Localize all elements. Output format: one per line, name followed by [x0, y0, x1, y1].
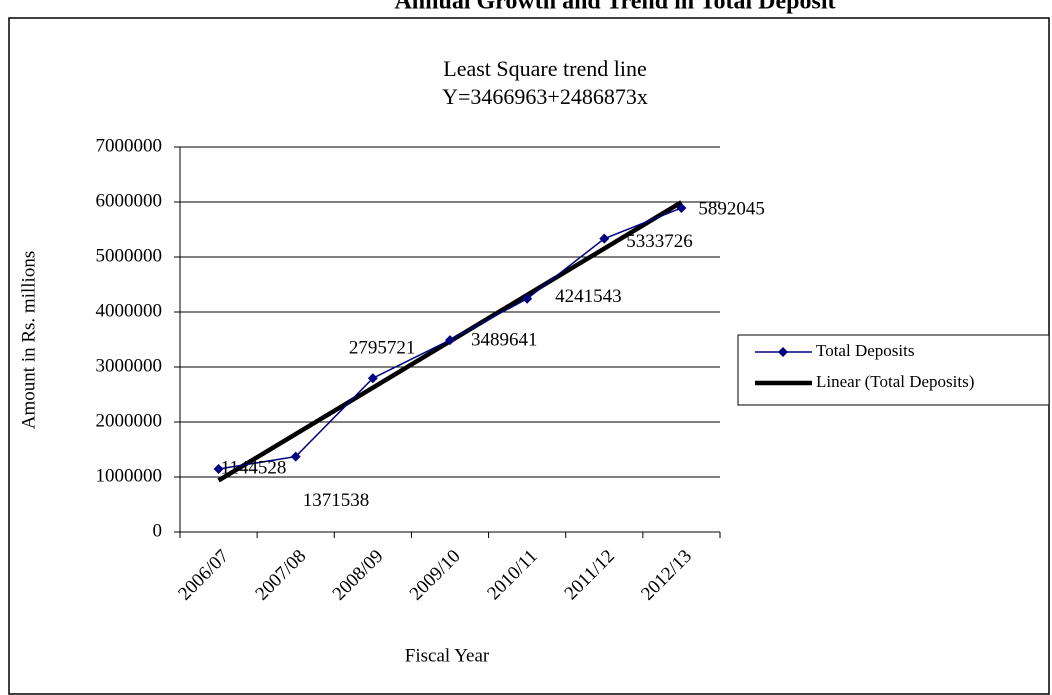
y-tick-label: 0: [153, 520, 163, 541]
x-axis-title: Fiscal Year: [405, 645, 490, 666]
data-label: 5892045: [698, 198, 765, 219]
y-tick-label: 5000000: [96, 245, 163, 266]
y-tick-label: 6000000: [96, 190, 163, 211]
legend-label: Linear (Total Deposits): [816, 372, 974, 391]
data-point: [367, 373, 378, 384]
data-point: [676, 202, 687, 213]
y-tick-label: 7000000: [96, 135, 163, 156]
data-point: [445, 335, 455, 346]
y-tick-label: 1000000: [96, 465, 163, 486]
chart-subtitle: Least Square trend line: [443, 56, 646, 81]
data-label: 5333726: [626, 231, 693, 252]
data-label: 3489641: [471, 329, 538, 350]
chart-subtitle: Y=3466963+2486873x: [442, 84, 648, 109]
data-point: [290, 451, 301, 462]
data-point: [522, 293, 533, 304]
y-axis-title: Amount in Rs. millions: [18, 251, 39, 429]
legend-marker: [778, 347, 788, 357]
legend-box: [737, 334, 1050, 406]
data-label: 2795721: [349, 338, 416, 359]
data-point: [213, 464, 224, 475]
y-tick-label: 3000000: [96, 355, 163, 376]
data-label: 4241543: [555, 286, 622, 307]
y-tick-label: 4000000: [96, 300, 163, 321]
legend-label: Total Deposits: [816, 341, 914, 360]
data-label: 1371538: [303, 490, 370, 511]
y-tick-label: 2000000: [96, 410, 163, 431]
data-label: 1144528: [221, 457, 287, 478]
data-point: [599, 233, 610, 244]
chart-title: Annual Growth and Trend in Total Deposit: [394, 0, 835, 15]
